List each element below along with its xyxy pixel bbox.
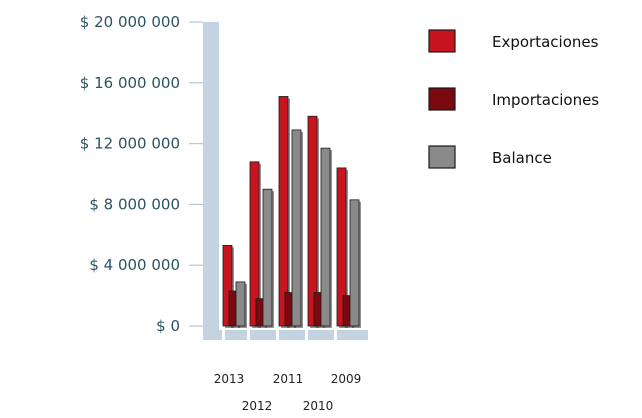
- bar-balance-2011: [291, 129, 302, 327]
- bar-exportaciones-2012: [249, 161, 260, 327]
- bar-balance-2013: [235, 281, 246, 327]
- y-tick-label: $ 12 000 000: [80, 135, 180, 153]
- bar-exportaciones-2011: [278, 96, 289, 327]
- x-tick-label: 2009: [331, 372, 362, 386]
- x-tick-label: 2010: [303, 399, 334, 413]
- bar-balance-2010: [320, 147, 331, 327]
- legend-swatch: [428, 145, 456, 169]
- y-tick-label: $ 0: [156, 317, 180, 335]
- x-tick-label: 2011: [273, 372, 304, 386]
- bar-balance-2009: [349, 199, 360, 327]
- y-tick-label: $ 8 000 000: [89, 195, 180, 213]
- x-axis-band-separator: [247, 330, 250, 340]
- x-axis-band-separator: [334, 330, 337, 340]
- bars: [222, 96, 361, 329]
- y-tick-label: $ 20 000 000: [80, 13, 180, 31]
- x-axis-band-separator: [305, 330, 308, 340]
- legend-label: Exportaciones: [492, 33, 599, 51]
- x-tick-label: 2012: [242, 399, 273, 413]
- bar-exportaciones-2013: [222, 245, 233, 327]
- bar-exportaciones-2010: [307, 115, 318, 327]
- legend-swatch: [428, 29, 456, 53]
- x-axis-band-separator: [276, 330, 279, 340]
- y-axis-band: [203, 22, 219, 340]
- y-axis: $ 0 $ 4 000 000 $ 8 000 000 $ 12 000 000 $ 1…: [80, 13, 203, 335]
- legend-label: Balance: [492, 149, 552, 167]
- y-tick-label: $ 4 000 000: [89, 256, 180, 274]
- axis-band: [203, 22, 368, 340]
- bar-balance-2012: [262, 188, 273, 327]
- x-axis-band: [203, 330, 368, 340]
- legend-swatch: [428, 87, 456, 111]
- legend: Exportaciones Importaciones Balance: [428, 29, 599, 169]
- x-axis-band-separator: [222, 330, 225, 340]
- y-tick-label: $ 16 000 000: [80, 74, 180, 92]
- x-tick-label: 2013: [214, 372, 245, 386]
- bar-exportaciones-2009: [336, 167, 347, 327]
- legend-label: Importaciones: [492, 91, 599, 109]
